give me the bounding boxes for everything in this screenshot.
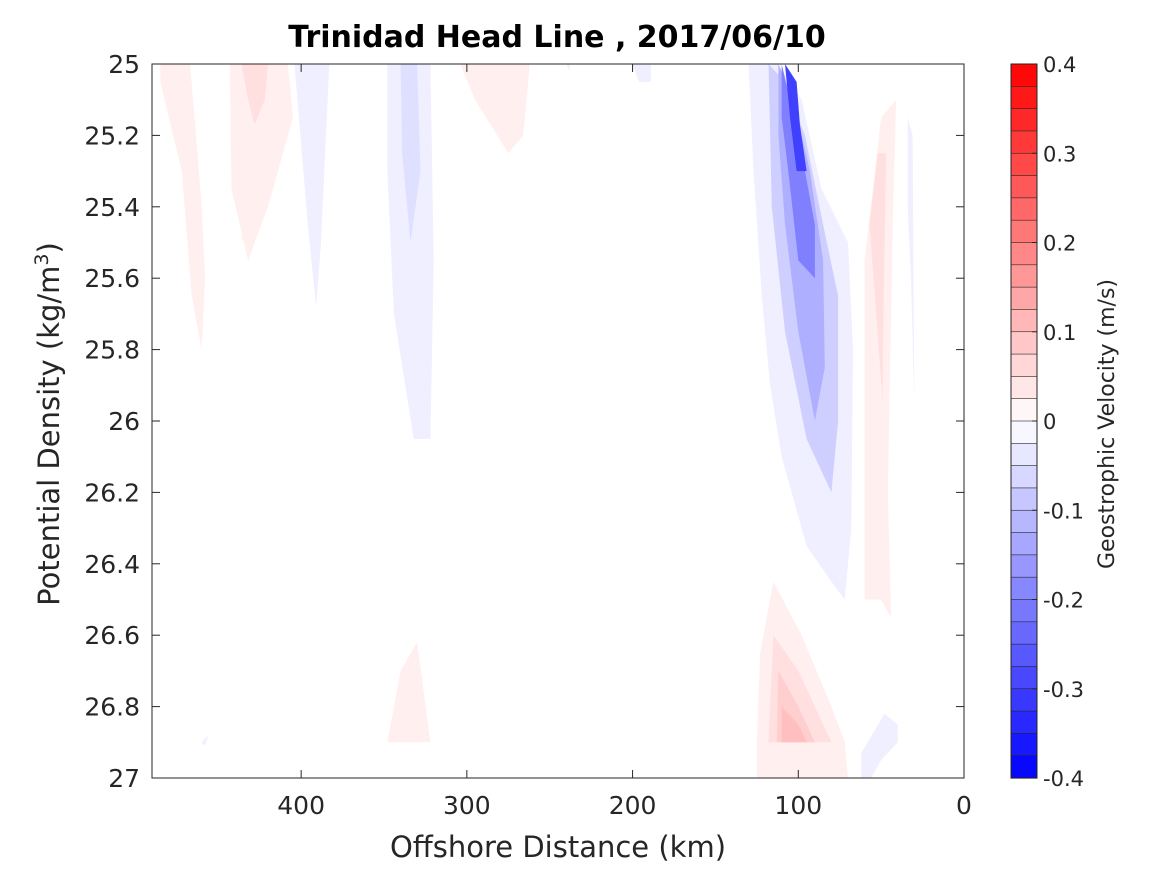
colorbar-tick-label: 0.4 <box>1043 53 1076 77</box>
x-axis-label: Offshore Distance (km) <box>390 830 726 864</box>
colorbar-segment <box>1010 576 1038 601</box>
colorbar-segment <box>1010 465 1038 489</box>
colorbar-tick-label: 0.1 <box>1043 321 1076 345</box>
y-axis-label-close: ) <box>32 242 66 253</box>
x-tick-label: 400 <box>277 791 325 820</box>
x-tick-label: 300 <box>443 791 491 820</box>
colorbar-label: Geostrophic Velocity (m/s) <box>1095 279 1120 569</box>
y-axis-label-superscript: 3 <box>31 253 53 265</box>
colorbar-segment <box>1010 175 1038 199</box>
colorbar-segment <box>1010 643 1038 668</box>
y-tick-label: 26.8 <box>84 693 140 722</box>
y-tick-label: 25.2 <box>84 121 140 150</box>
colorbar-tick-label: -0.2 <box>1043 589 1084 613</box>
negative-velocity-region-4 <box>294 64 330 307</box>
y-tick-label: 25.6 <box>84 264 140 293</box>
positive-velocity-region-2 <box>229 64 293 261</box>
colorbar-segment <box>1010 130 1038 154</box>
colorbar-tick-label: 0.2 <box>1043 232 1076 256</box>
y-tick-label: 26 <box>108 407 140 436</box>
contour-fills <box>160 64 915 778</box>
x-tick-label: 200 <box>609 791 657 820</box>
positive-velocity-region-3 <box>241 64 268 125</box>
colorbar-segment <box>1010 755 1038 779</box>
colorbar-segment <box>1010 532 1038 556</box>
negative-velocity-region-23 <box>861 713 898 778</box>
y-tick-label: 26.2 <box>84 478 140 507</box>
colorbar-segment <box>1010 309 1038 333</box>
colorbar-segment <box>1010 688 1038 712</box>
negative-velocity-region-24 <box>201 735 209 746</box>
colorbar-tick-label: -0.4 <box>1043 767 1084 791</box>
y-tick-label: 25.8 <box>84 336 140 365</box>
y-axis-label: Potential Density (kg/m3) <box>31 242 66 606</box>
negative-velocity-region-14 <box>785 64 807 172</box>
plot-area: 400 300 200 100 0 25 25.2 25.4 25.6 25.8 26 26.2 26… <box>84 50 972 820</box>
colorbar-segment <box>1010 331 1038 355</box>
colorbar-segment <box>1010 666 1038 690</box>
colorbar-tick-label: -0.1 <box>1043 499 1084 523</box>
y-tick-label: 26.4 <box>84 550 140 579</box>
colorbar-segment <box>1010 286 1038 311</box>
positive-velocity-region-22 <box>387 642 431 743</box>
colorbar-segment <box>1010 398 1038 422</box>
colorbar-segment <box>1010 509 1038 534</box>
x-tick-label: 0 <box>956 791 972 820</box>
x-tick-label: 100 <box>774 791 822 820</box>
colorbar-segment <box>1010 219 1038 244</box>
y-axis-label-main: Potential Density (kg/m <box>32 266 66 606</box>
colorbar-tick-label: 0.3 <box>1043 142 1076 166</box>
colorbar-tick-label: 0 <box>1043 410 1056 434</box>
colorbar-segment <box>1010 554 1038 578</box>
colorbar-segment <box>1010 376 1038 400</box>
colorbar-segment <box>1010 264 1038 288</box>
chart-title: Trinidad Head Line , 2017/06/10 <box>288 20 825 55</box>
colorbar-segment <box>1010 487 1038 511</box>
positive-velocity-region-0 <box>160 64 205 350</box>
x-axis: 400 300 200 100 0 <box>277 64 972 820</box>
colorbar-segment <box>1010 443 1038 467</box>
y-axis: 25 25.2 25.4 25.6 25.8 26 26.2 26.4 26.6 26.8 27 <box>84 50 964 793</box>
colorbar-segment <box>1010 86 1038 110</box>
positive-velocity-region-7 <box>460 64 530 154</box>
colorbar-segment <box>1010 63 1038 87</box>
colorbar-segment <box>1010 710 1038 734</box>
colorbar-tick-label: -0.3 <box>1043 678 1084 702</box>
negative-velocity-region-5 <box>387 64 434 439</box>
negative-velocity-region-8 <box>566 64 570 72</box>
colorbar-segment <box>1010 242 1038 266</box>
colorbar-segment <box>1010 197 1038 221</box>
y-tick-label: 26.6 <box>84 621 140 650</box>
colorbar-segment <box>1010 108 1038 132</box>
colorbar: 0.4 0.3 0.2 0.1 0 -0.1 -0.2 -0.3 -0.4 <box>1010 53 1084 791</box>
negative-velocity-region-17 <box>907 117 915 404</box>
y-tick-label: 25 <box>108 50 140 79</box>
negative-velocity-region-6 <box>400 64 421 243</box>
colorbar-segment <box>1010 599 1038 623</box>
colorbar-segment <box>1010 621 1038 645</box>
colorbar-segment <box>1010 353 1038 377</box>
colorbar-segment <box>1010 420 1038 444</box>
y-tick-label: 27 <box>108 764 140 793</box>
colorbar-segment <box>1010 733 1038 757</box>
colorbar-segment <box>1010 152 1038 177</box>
negative-velocity-region-9 <box>632 64 651 82</box>
y-tick-label: 25.4 <box>84 193 140 222</box>
positive-velocity-region-21 <box>781 706 807 743</box>
positive-velocity-region-16 <box>869 153 887 404</box>
